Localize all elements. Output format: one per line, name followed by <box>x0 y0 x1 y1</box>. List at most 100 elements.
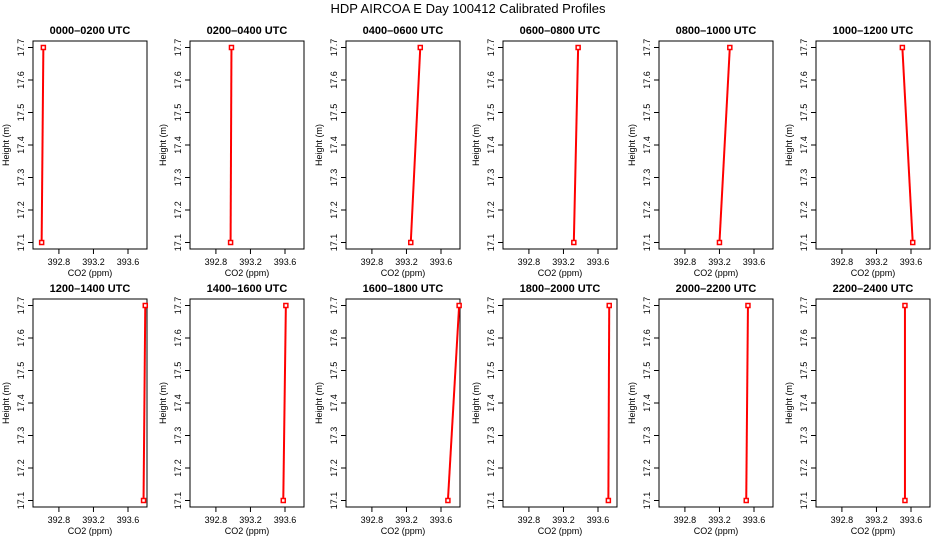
y-tick-label: 17.5 <box>329 362 339 380</box>
y-tick-label: 17.1 <box>799 492 809 510</box>
y-tick-label: 17.3 <box>329 169 339 187</box>
x-tick-label: 393.2 <box>708 515 731 525</box>
x-tick-label: 392.8 <box>831 257 854 267</box>
profile-point <box>456 302 462 309</box>
y-axis-label: Height (m) <box>471 124 481 166</box>
plot-frame <box>815 298 931 508</box>
x-tick-label: 393.6 <box>587 257 610 267</box>
y-tick-label: 17.7 <box>642 39 652 57</box>
y-tick-label: 17.2 <box>173 459 183 477</box>
y-tick-label: 17.6 <box>642 71 652 89</box>
y-tick-label: 17.6 <box>329 71 339 89</box>
y-tick-label: 17.6 <box>16 329 26 347</box>
y-tick-label: 17.6 <box>799 329 809 347</box>
x-tick-label: 393.6 <box>274 515 297 525</box>
x-axis-label: CO2 (ppm) <box>538 526 583 536</box>
y-tick-label: 17.7 <box>16 39 26 57</box>
y-tick-label: 17.1 <box>16 234 26 252</box>
y-tick-label: 17.1 <box>799 234 809 252</box>
profile-line <box>40 47 45 243</box>
y-tick-label: 17.7 <box>173 297 183 315</box>
profile-point <box>571 239 577 246</box>
x-tick-label: 393.6 <box>430 257 453 267</box>
y-tick-label: 17.4 <box>16 394 26 412</box>
profile-point <box>605 497 612 504</box>
y-tick-label: 17.4 <box>329 136 339 154</box>
panel-title: 2000–2200 UTC <box>676 283 757 295</box>
profile-point <box>40 44 47 51</box>
y-tick-label: 17.3 <box>173 427 183 445</box>
plot-frame <box>815 40 931 250</box>
x-tick-label: 393.2 <box>552 515 575 525</box>
x-axis-label: CO2 (ppm) <box>225 526 270 536</box>
y-tick-label: 17.6 <box>486 71 496 89</box>
y-tick-label: 17.5 <box>486 104 496 122</box>
y-axis-label: Height (m) <box>471 382 481 424</box>
profile-point <box>909 239 916 246</box>
profile-point <box>417 44 424 51</box>
profile-point <box>140 497 147 504</box>
panel-title: 0200–0400 UTC <box>207 25 288 37</box>
x-axis-label: CO2 (ppm) <box>225 268 270 278</box>
y-tick-label: 17.5 <box>642 362 652 380</box>
x-axis-label: CO2 (ppm) <box>381 526 426 536</box>
y-tick-label: 17.5 <box>329 104 339 122</box>
y-axis-label: Height (m) <box>1 124 11 166</box>
y-tick-label: 17.1 <box>16 492 26 510</box>
y-tick-label: 17.1 <box>642 234 652 252</box>
profile-line <box>229 47 233 243</box>
plot-frame <box>502 298 618 508</box>
x-tick-label: 392.8 <box>674 515 697 525</box>
y-tick-label: 17.1 <box>173 492 183 510</box>
panel-title: 1000–1200 UTC <box>833 25 914 37</box>
x-tick-label: 393.6 <box>900 257 923 267</box>
y-tick-label: 17.1 <box>329 234 339 252</box>
y-axis-label: Height (m) <box>627 382 637 424</box>
plot-frame <box>189 298 305 508</box>
x-tick-label: 393.2 <box>239 515 262 525</box>
x-tick-label: 392.8 <box>48 515 71 525</box>
y-tick-label: 17.4 <box>486 394 496 412</box>
y-tick-label: 17.5 <box>799 104 809 122</box>
profile-point <box>606 302 612 309</box>
y-tick-label: 17.7 <box>642 297 652 315</box>
y-tick-label: 17.2 <box>16 459 26 477</box>
y-axis-label: Height (m) <box>314 382 324 424</box>
plot-frame <box>345 298 461 508</box>
panel-title: 1800–2000 UTC <box>520 283 601 295</box>
plot-frame <box>345 40 461 250</box>
y-tick-label: 17.2 <box>173 201 183 219</box>
x-tick-label: 393.6 <box>900 515 923 525</box>
profile-line <box>607 305 611 501</box>
panel-title: 1400–1600 UTC <box>207 283 288 295</box>
y-tick-label: 17.1 <box>486 234 496 252</box>
profile-line <box>446 305 461 501</box>
panel-title: 1600–1800 UTC <box>363 283 444 295</box>
profile-line <box>901 47 914 243</box>
profile-point <box>745 302 751 309</box>
x-axis-label: CO2 (ppm) <box>538 268 583 278</box>
profile-point <box>408 239 414 246</box>
y-tick-label: 17.3 <box>642 169 652 187</box>
x-tick-label: 393.6 <box>430 515 453 525</box>
panel-title: 0600–0800 UTC <box>520 25 601 37</box>
y-axis-label: Height (m) <box>784 124 794 166</box>
x-tick-label: 392.8 <box>361 257 384 267</box>
profile-point <box>743 497 749 504</box>
y-axis-label: Height (m) <box>1 382 11 424</box>
y-axis-label: Height (m) <box>784 382 794 424</box>
x-axis-label: CO2 (ppm) <box>851 526 896 536</box>
y-axis-label: Height (m) <box>158 124 168 166</box>
y-tick-label: 17.5 <box>173 104 183 122</box>
x-axis-label: CO2 (ppm) <box>694 526 739 536</box>
y-tick-label: 17.3 <box>16 169 26 187</box>
x-axis-label: CO2 (ppm) <box>381 268 426 278</box>
y-tick-label: 17.2 <box>799 201 809 219</box>
x-tick-label: 393.2 <box>552 257 575 267</box>
x-tick-label: 393.6 <box>117 515 140 525</box>
x-tick-label: 393.2 <box>865 257 888 267</box>
profile-point <box>902 497 908 504</box>
y-tick-label: 17.3 <box>486 169 496 187</box>
profile-point <box>227 239 234 246</box>
